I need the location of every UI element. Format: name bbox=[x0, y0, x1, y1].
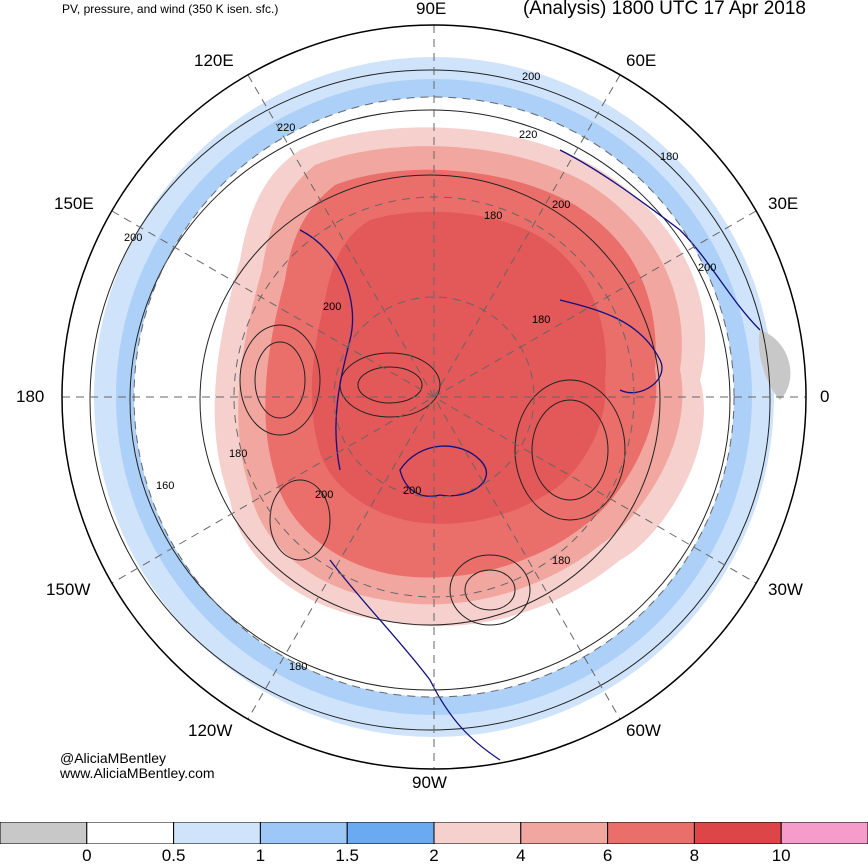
colorbar-tick-label: 1 bbox=[255, 846, 266, 865]
contour-label: 200 bbox=[552, 199, 570, 211]
lon-label-120w: 120W bbox=[188, 721, 233, 740]
colorbar-tick-label: 2 bbox=[429, 846, 439, 865]
contour-label: 180 bbox=[660, 151, 678, 163]
colorbar-swatch bbox=[173, 822, 261, 844]
colorbar-swatch bbox=[346, 822, 435, 844]
colorbar-swatch bbox=[520, 822, 609, 844]
colorbar-swatch bbox=[0, 822, 88, 844]
polar-map: 200 220 180 200 220 200 180 200 200 180 … bbox=[61, 24, 807, 770]
colorbar-swatch bbox=[780, 822, 868, 844]
colorbar-swatch bbox=[259, 822, 348, 844]
colorbar-swatch bbox=[433, 822, 522, 844]
lon-label-150w: 150W bbox=[46, 580, 91, 599]
contour-label: 200 bbox=[124, 232, 142, 244]
lon-label-30w: 30W bbox=[768, 580, 803, 599]
lon-label-30e: 30E bbox=[768, 194, 799, 213]
lon-label-60e: 60E bbox=[626, 51, 657, 70]
lon-label-180: 180 bbox=[16, 387, 45, 406]
lon-label-90w: 90W bbox=[412, 773, 447, 792]
contour-label: 200 bbox=[403, 485, 421, 497]
contour-label: 200 bbox=[522, 71, 540, 83]
contour-label: 220 bbox=[519, 129, 537, 141]
contour-label: 180 bbox=[229, 448, 247, 460]
contour-label: 180 bbox=[532, 314, 550, 326]
map-subtitle: PV, pressure, and wind (350 K isen. sfc.… bbox=[62, 2, 279, 16]
lon-label-120e: 120E bbox=[194, 51, 234, 70]
colorbar-tick-label: 6 bbox=[602, 846, 613, 865]
colorbar-tick-label: 4 bbox=[516, 846, 526, 865]
pv-region-deep-red bbox=[311, 211, 606, 524]
credit-website: www.AliciaMBentley.com bbox=[60, 765, 215, 781]
lon-label-60w: 60W bbox=[626, 721, 661, 740]
colorbar-tick-label: 0 bbox=[82, 846, 92, 865]
credit-handle: @AliciaMBentley bbox=[60, 750, 167, 766]
colorbar-tick-label: 10 bbox=[771, 846, 791, 865]
contour-label: 180 bbox=[552, 555, 570, 567]
contour-label: 220 bbox=[277, 122, 295, 134]
contour-label-group: 200 220 180 200 220 200 180 200 200 180 … bbox=[124, 71, 716, 673]
coastlines bbox=[299, 149, 761, 761]
isobar-contours bbox=[89, 69, 771, 731]
colorbar-tick-label: 1.5 bbox=[335, 846, 360, 865]
contour-label: 200 bbox=[315, 489, 333, 501]
graticule bbox=[62, 25, 806, 769]
colorbar-tick-label: 8 bbox=[689, 846, 700, 865]
colorbar bbox=[0, 822, 868, 844]
colorbar-tick-label: 0.5 bbox=[161, 846, 186, 865]
contour-label: 180 bbox=[289, 661, 307, 673]
map-border bbox=[61, 24, 807, 770]
contour-label: 200 bbox=[698, 262, 716, 274]
lon-label-90e: 90E bbox=[416, 0, 447, 18]
colorbar-swatch bbox=[86, 822, 175, 844]
colorbar-swatch bbox=[693, 822, 782, 844]
lon-label-150e: 150E bbox=[54, 194, 94, 213]
contour-label: 180 bbox=[484, 210, 502, 222]
pv-region-gray-east bbox=[759, 330, 791, 400]
colorbar-swatch bbox=[607, 822, 695, 844]
map-title: (Analysis) 1800 UTC 17 Apr 2018 bbox=[522, 0, 806, 19]
lon-label-0: 0 bbox=[820, 387, 830, 406]
contour-label: 160 bbox=[156, 480, 174, 492]
contour-label: 200 bbox=[323, 301, 341, 313]
